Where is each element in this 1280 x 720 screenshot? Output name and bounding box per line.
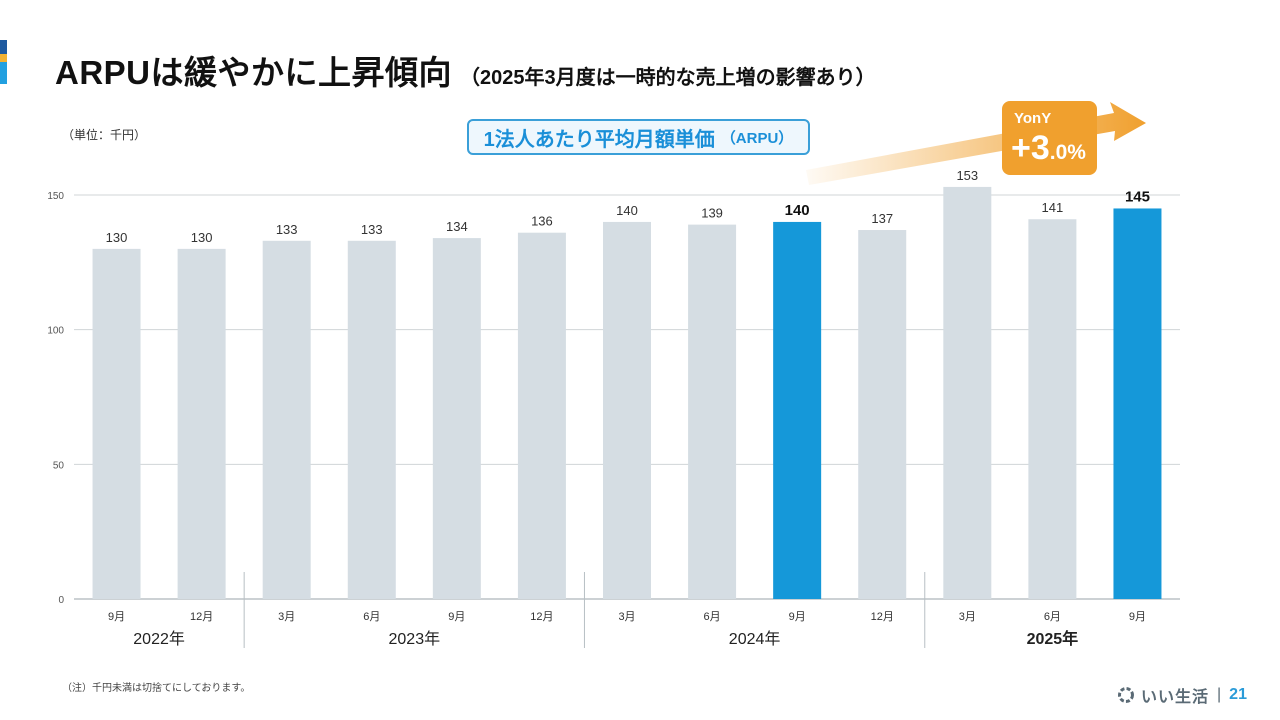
x-tick-label-5: 12月 (530, 611, 553, 623)
value-label-6: 140 (616, 203, 638, 218)
x-tick-label-11: 6月 (1044, 611, 1061, 623)
series-label-box: 1法人あたり平均月額単価 （ARPU） (467, 119, 810, 155)
year-label-2: 2024年 (729, 630, 781, 648)
accent-bar-bottom (0, 62, 7, 84)
y-tick-label: 50 (53, 460, 65, 471)
bar-8 (773, 221, 822, 599)
series-label-main: 1法人あたり平均月額単価 (483, 128, 715, 151)
page-number: 21 (1229, 686, 1247, 703)
yony-dec: .0% (1049, 141, 1086, 164)
yony-badge: YonY +3.0% (1002, 101, 1097, 175)
accent-bar-middle (0, 54, 7, 62)
bar-2 (262, 240, 311, 599)
value-label-10: 153 (956, 168, 978, 183)
value-label-0: 130 (106, 230, 128, 245)
company-logo: いい生活 | 21 (1116, 683, 1247, 707)
x-tick-label-8: 9月 (789, 611, 806, 623)
bar-9 (858, 230, 907, 599)
bar-5 (517, 232, 566, 599)
x-tick-label-9: 12月 (871, 611, 894, 623)
year-label-0: 2022年 (133, 630, 185, 648)
value-label-1: 130 (191, 230, 213, 245)
value-label-2: 133 (276, 222, 298, 237)
y-tick-label: 0 (58, 595, 64, 606)
bar-10 (943, 186, 992, 600)
page-subtitle: （2025年3月度は一時的な売上増の影響あり） (460, 67, 876, 89)
bar-3 (347, 240, 396, 599)
trend-arrow (806, 102, 1146, 185)
x-tick-label-2: 3月 (278, 611, 295, 623)
bar-12 (1113, 208, 1162, 599)
bar-0 (92, 248, 141, 599)
bar-1 (177, 248, 226, 599)
value-label-12: 145 (1125, 188, 1150, 205)
x-tick-label-6: 3月 (618, 611, 635, 623)
bar-4 (432, 238, 481, 600)
bar-6 (603, 221, 651, 599)
yony-int: 3 (1030, 129, 1050, 167)
bar-7 (688, 224, 737, 600)
bar-11 (1028, 219, 1077, 600)
x-tick-label-0: 9月 (108, 611, 125, 623)
footnote: （注）千円未満は切捨てにしております。 (62, 683, 251, 694)
page-title: ARPUは緩やかに上昇傾向 （2025年3月度は一時的な売上増の影響あり） (55, 46, 876, 94)
unit-label: （単位：千円） (62, 128, 147, 142)
y-tick-label: 100 (47, 326, 64, 337)
logo-text: いい生活 (1141, 689, 1210, 706)
x-tick-label-3: 6月 (363, 611, 380, 623)
value-label-8: 140 (785, 202, 810, 219)
yony-value: +3.0% (1011, 131, 1086, 165)
x-tick-label-12: 9月 (1129, 611, 1146, 623)
logo-ring-icon (1118, 687, 1134, 703)
yony-label: YonY (1014, 110, 1052, 127)
year-label-3: 2025年 (1027, 629, 1079, 648)
series-label-suffix: （ARPU） (720, 129, 794, 147)
value-label-11: 141 (1042, 200, 1064, 215)
x-tick-label-4: 9月 (448, 611, 465, 623)
title-main: ARPUは緩やかに上昇傾向 (55, 54, 453, 91)
y-tick-label: 150 (47, 191, 64, 202)
year-label-1: 2023年 (389, 630, 441, 648)
logo-separator: | (1217, 686, 1222, 703)
x-tick-label-1: 12月 (190, 611, 213, 623)
x-tick-label-7: 6月 (704, 611, 721, 623)
value-label-9: 137 (871, 211, 893, 226)
value-label-7: 139 (701, 206, 723, 221)
value-label-3: 133 (361, 222, 383, 237)
value-label-4: 134 (446, 219, 468, 234)
x-tick-label-10: 3月 (959, 611, 976, 623)
value-label-5: 136 (531, 214, 553, 229)
accent-bar-top (0, 40, 7, 54)
yony-sign: + (1011, 129, 1031, 167)
